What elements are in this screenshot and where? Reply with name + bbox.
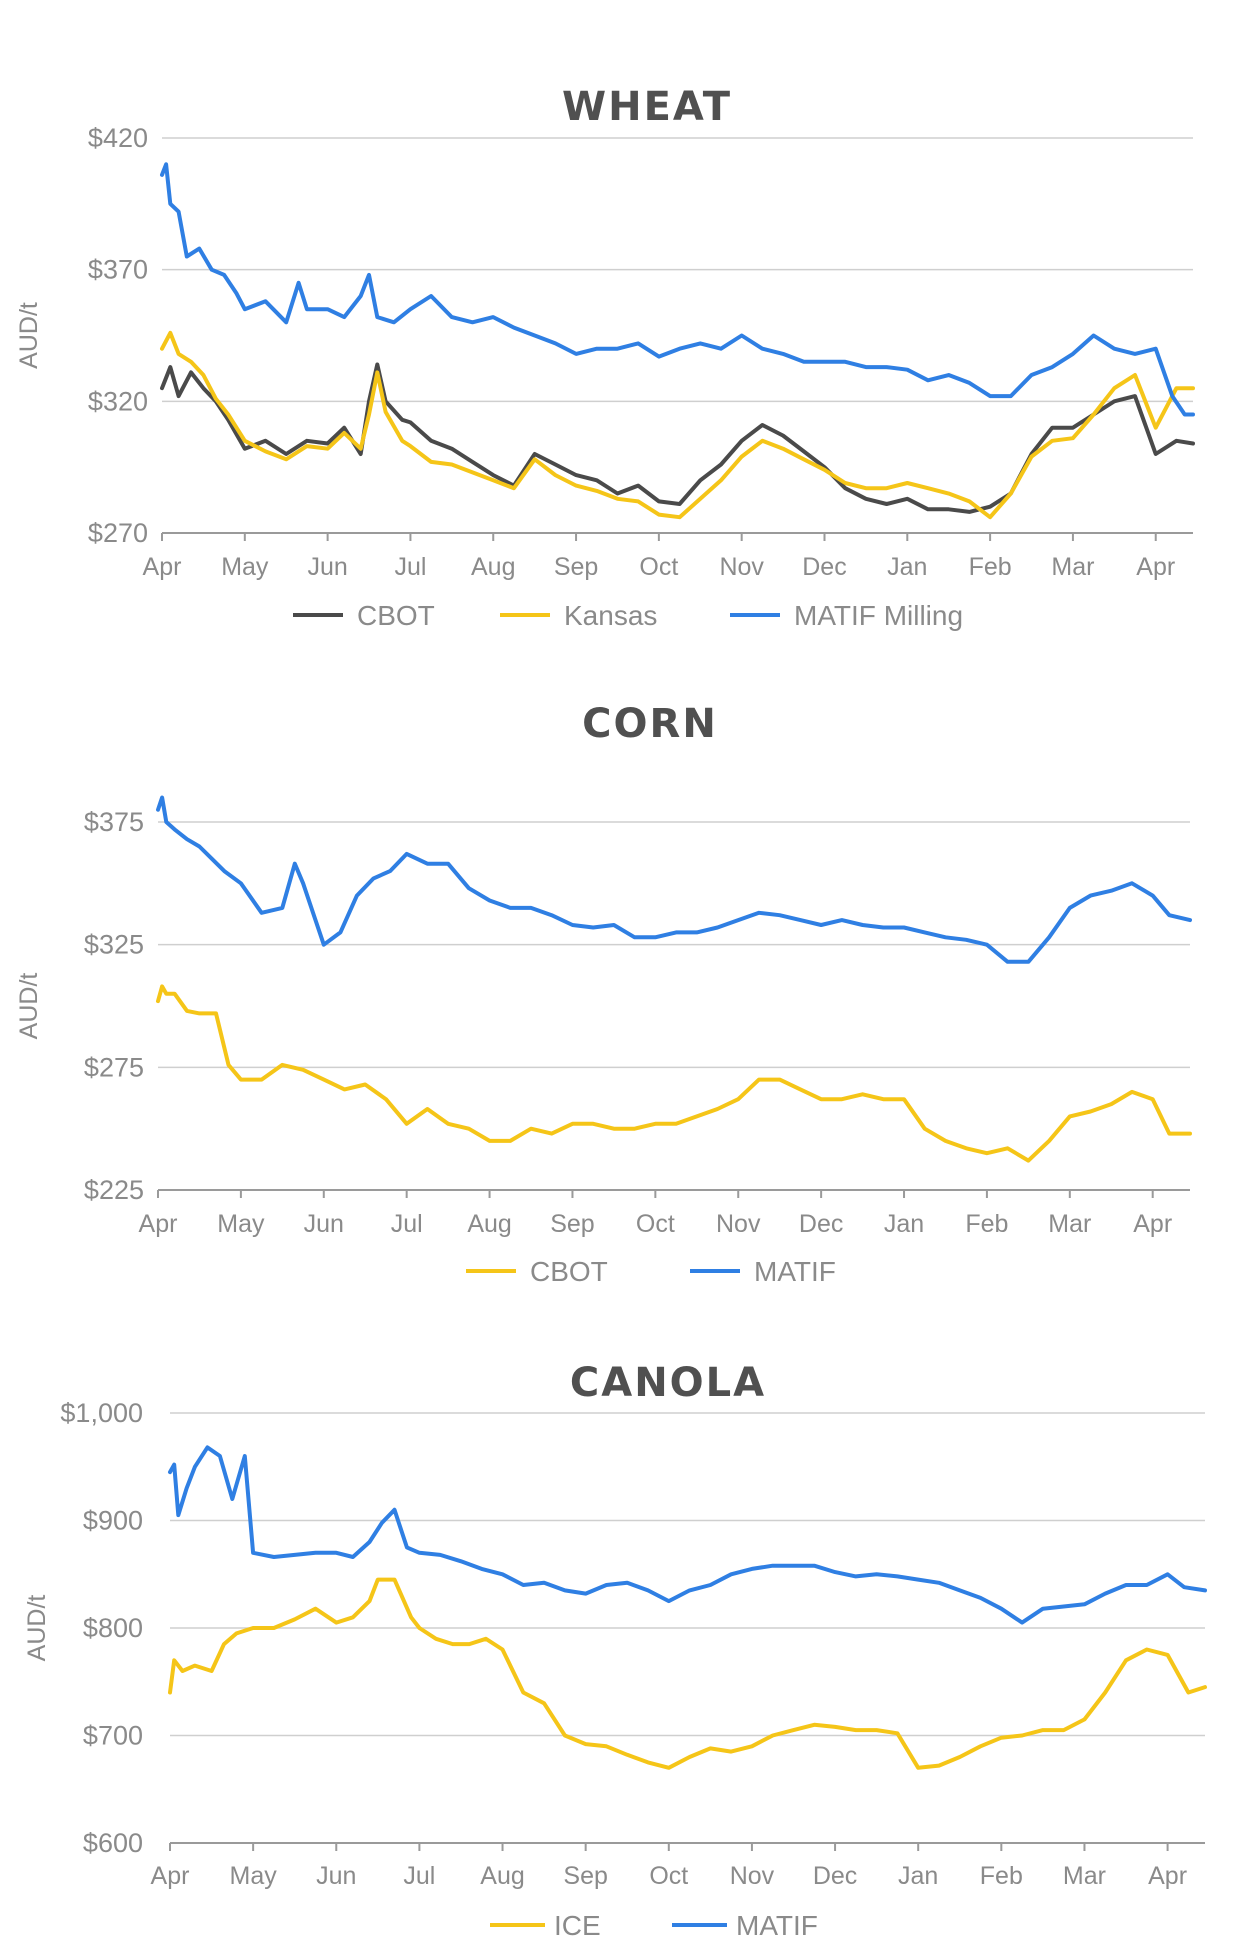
x-tick-label: Jan xyxy=(884,1210,924,1238)
y-tick-label: $900 xyxy=(83,1506,143,1536)
legend-label: CBOT xyxy=(357,600,435,631)
legend-label: CBOT xyxy=(530,1256,608,1287)
y-tick-label: $370 xyxy=(88,255,148,285)
y-tick-label: $420 xyxy=(88,123,148,153)
chart-canola: CANOLA $600 $700 $800 $900 $1,000 AUD/t Apr May J… xyxy=(23,1360,1207,1941)
x-tick-label: Nov xyxy=(716,1210,761,1238)
chart-title: CANOLA xyxy=(570,1360,766,1406)
series-line-ice xyxy=(168,1577,1207,1770)
chart-title: CORN xyxy=(582,701,718,747)
x-tick-label: Apr xyxy=(139,1210,178,1238)
x-tick-label: May xyxy=(217,1210,265,1238)
y-axis-label: AUD/t xyxy=(15,302,43,369)
x-tick-label: Apr xyxy=(151,1862,190,1890)
y-tick-label: $320 xyxy=(88,386,148,416)
chart-corn: CORN $225 $275 $325 $375 AUD/t Apr May Jun Jul Aug… xyxy=(15,701,1192,1287)
legend-label: MATIF xyxy=(736,1910,818,1941)
y-tick-label: $270 xyxy=(88,518,148,548)
x-tick-label: Sep xyxy=(554,553,598,581)
y-tick-label: $1,000 xyxy=(60,1398,143,1428)
x-tick-label: Dec xyxy=(802,553,846,581)
x-tick-label: Nov xyxy=(730,1862,775,1890)
x-tick-label: Apr xyxy=(1136,553,1175,581)
x-tick-label: Apr xyxy=(1148,1862,1187,1890)
x-tick-label: Aug xyxy=(480,1862,524,1890)
x-tick-label: Apr xyxy=(143,553,182,581)
x-tick-label: Jun xyxy=(304,1210,344,1238)
legend-label: ICE xyxy=(554,1910,601,1941)
x-tick-label: Oct xyxy=(649,1862,688,1890)
y-tick-label: $700 xyxy=(83,1721,143,1751)
series-line-matif-milling xyxy=(160,162,1195,417)
x-tick-label: Jul xyxy=(403,1862,435,1890)
y-tick-label: $600 xyxy=(83,1828,143,1858)
series-line-matif xyxy=(156,795,1192,964)
series-line-cbot xyxy=(156,984,1192,1163)
series-line-cbot xyxy=(160,362,1195,514)
x-tick-label: Mar xyxy=(1063,1862,1106,1890)
y-tick-label: $800 xyxy=(83,1613,143,1643)
x-tick-label: Mar xyxy=(1051,553,1094,581)
x-tick-label: Nov xyxy=(719,553,764,581)
y-tick-label: $225 xyxy=(84,1175,144,1205)
x-tick-label: Jul xyxy=(391,1210,423,1238)
chart-title: WHEAT xyxy=(562,84,732,130)
series-line-kansas xyxy=(160,330,1195,520)
x-tick-label: Feb xyxy=(980,1862,1023,1890)
x-tick-label: May xyxy=(230,1862,278,1890)
x-tick-label: Jan xyxy=(887,553,927,581)
x-tick-label: Mar xyxy=(1048,1210,1091,1238)
x-tick-label: Sep xyxy=(563,1862,607,1890)
x-tick-label: Dec xyxy=(799,1210,843,1238)
x-tick-label: May xyxy=(221,553,269,581)
y-axis-label: AUD/t xyxy=(23,1595,51,1662)
x-tick-label: Oct xyxy=(636,1210,675,1238)
x-tick-label: Aug xyxy=(471,553,515,581)
x-tick-label: Jun xyxy=(316,1862,356,1890)
x-tick-label: Sep xyxy=(550,1210,594,1238)
x-tick-label: Jan xyxy=(898,1862,938,1890)
legend-label: MATIF Milling xyxy=(794,600,963,631)
x-tick-label: Jun xyxy=(307,553,347,581)
y-tick-label: $375 xyxy=(84,807,144,837)
x-tick-label: Oct xyxy=(639,553,678,581)
x-tick-label: Feb xyxy=(969,553,1012,581)
y-axis-label: AUD/t xyxy=(15,973,43,1040)
legend-label: Kansas xyxy=(564,600,657,631)
chart-wheat: WHEAT $270 $320 $370 $420 AUD/t Apr May Jun Jul Au… xyxy=(15,84,1195,631)
x-tick-label: Apr xyxy=(1133,1210,1172,1238)
y-tick-label: $275 xyxy=(84,1052,144,1082)
y-tick-label: $325 xyxy=(84,930,144,960)
x-tick-label: Dec xyxy=(813,1862,857,1890)
x-tick-label: Feb xyxy=(965,1210,1008,1238)
x-tick-label: Jul xyxy=(394,553,426,581)
series-line-matif xyxy=(168,1445,1207,1625)
legend-label: MATIF xyxy=(754,1256,836,1287)
x-tick-label: Aug xyxy=(467,1210,511,1238)
